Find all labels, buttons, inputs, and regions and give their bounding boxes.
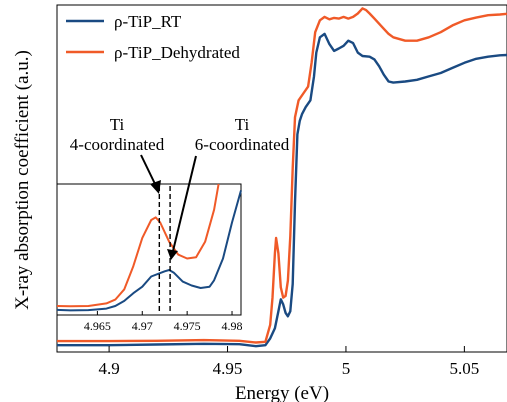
x-axis-ticks: 4.9 4.95 5 5.05 bbox=[98, 346, 479, 378]
main-series-group bbox=[57, 7, 507, 348]
annotation-ti6-line2: 6-coordinated bbox=[195, 135, 290, 154]
plot-frame bbox=[56, 4, 507, 353]
series-line-rt bbox=[57, 32, 507, 348]
inset-x-axis-ticks: 4.965 4.97 4.975 4.98 bbox=[84, 311, 243, 333]
series-line-dehydrated bbox=[57, 7, 507, 344]
annotation-ti4: Ti 4-coordinated bbox=[70, 115, 165, 194]
annotation-ti6: Ti 6-coordinated bbox=[167, 115, 290, 260]
legend-label-rt: ρ-TiP_RT bbox=[114, 12, 182, 31]
annotation-ti4-line2: 4-coordinated bbox=[70, 135, 165, 154]
x-tick-label-0: 4.9 bbox=[98, 359, 119, 378]
x-tick-label-1: 4.95 bbox=[213, 359, 243, 378]
inset-x-tick-label-1: 4.97 bbox=[132, 319, 153, 333]
annotation-ti6-line1: Ti bbox=[235, 115, 250, 134]
annotation-ti4-arrow bbox=[140, 154, 157, 187]
inset-series-group bbox=[56, 183, 242, 312]
inset-series-line-rt bbox=[56, 190, 242, 312]
inset-markers bbox=[158, 186, 171, 313]
inset: 4.965 4.97 4.975 4.98 bbox=[56, 183, 243, 333]
y-axis-label: X-ray absorption coefficient (a.u.) bbox=[12, 50, 33, 310]
x-tick-label-3: 5.05 bbox=[449, 359, 479, 378]
inset-x-tick-label-3: 4.98 bbox=[222, 319, 243, 333]
annotation-ti4-arrowhead bbox=[150, 180, 161, 194]
annotation-ti6-arrowhead bbox=[167, 249, 178, 260]
inset-series-line-dehydrated bbox=[56, 183, 220, 308]
annotation-ti4-line1: Ti bbox=[110, 115, 125, 134]
x-axis-label: Energy (eV) bbox=[235, 383, 329, 402]
legend-label-dehydrated: ρ-TiP_Dehydrated bbox=[114, 43, 240, 62]
legend: ρ-TiP_RT ρ-TiP_Dehydrated bbox=[66, 12, 240, 62]
inset-x-tick-label-2: 4.975 bbox=[174, 319, 201, 333]
inset-x-tick-label-0: 4.965 bbox=[84, 319, 111, 333]
annotation-ti6-arrow bbox=[172, 155, 197, 252]
inset-frame bbox=[56, 183, 242, 316]
x-tick-label-2: 5 bbox=[342, 359, 351, 378]
